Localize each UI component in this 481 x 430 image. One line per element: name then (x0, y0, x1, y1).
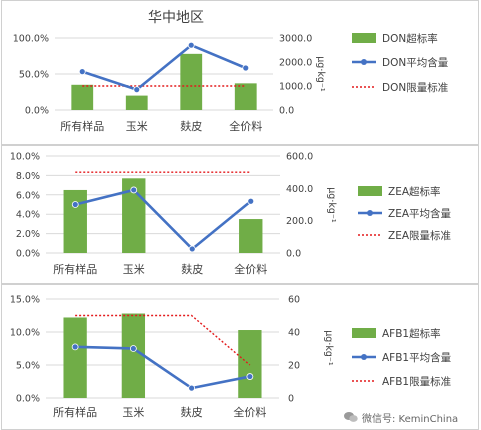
zea-average-line (74, 188, 252, 251)
don-right-axis-unit: μg·kg⁻¹ (315, 56, 326, 92)
wechat-icon (344, 411, 358, 423)
zea-left-tick-label: 2.0% (16, 229, 40, 240)
zea-left-tick-label: 4.0% (16, 210, 40, 221)
afb1-legend-label-bar: AFB1超标率 (382, 327, 441, 340)
don-right-tick-label: 2000.0 (279, 58, 312, 69)
afb1-average-point (129, 345, 137, 352)
don-bar (71, 84, 94, 110)
don-chart-title: 华中地区 (148, 10, 204, 26)
zea-category-label: 麸皮 (181, 263, 203, 276)
zea-right-axis-unit: μg·kg⁻¹ (326, 187, 337, 223)
afb1-average-point (246, 373, 254, 380)
zea-average-point (188, 245, 196, 253)
zea-average-point (130, 186, 138, 194)
don-average-point (242, 64, 250, 72)
don-right-tick-label: 0.0 (279, 106, 294, 117)
afb1-left-tick-label: 0.0% (16, 394, 40, 405)
don-bar (180, 53, 203, 110)
zea-bar (239, 219, 263, 253)
afb1-legend-swatch-marker (361, 354, 367, 360)
zea-panel-frame (1, 145, 479, 284)
don-average-point (133, 86, 141, 93)
don-left-tick-label: 50.0% (19, 70, 49, 81)
don-category-label: 玉米 (126, 120, 148, 133)
don-category-label: 所有样品 (60, 119, 104, 133)
afb1-category-label: 全价料 (233, 405, 266, 419)
don-average-point (78, 68, 86, 75)
watermark-text: 微信号: KeminChina (362, 413, 459, 425)
watermark: 微信号: KeminChina (344, 408, 458, 426)
zea-right-tick-label: 400.0 (286, 184, 313, 195)
zea-legend-label-limit: ZEA限量标准 (388, 230, 451, 242)
zea-right-tick-label: 0.0 (286, 249, 301, 260)
don-average-point (187, 41, 195, 49)
zea-legend-label-line: ZEA平均含量 (388, 207, 452, 220)
don-average-line (81, 43, 247, 91)
zea-category-label: 所有样品 (53, 262, 97, 276)
zea-legend-label-bar: ZEA超标率 (388, 185, 441, 198)
afb1-bar (63, 317, 87, 398)
don-right-tick-label: 1000.0 (279, 82, 312, 93)
afb1-average-point (71, 343, 79, 351)
don-right-tick-label: 3000.0 (279, 34, 312, 45)
afb1-bar (121, 313, 146, 398)
afb1-category-label: 玉米 (122, 406, 144, 419)
afb1-bar (238, 330, 262, 398)
zea-left-tick-label: 8.0% (16, 171, 40, 182)
zea-average-point (247, 197, 255, 205)
afb1-left-tick-label: 15.0% (10, 295, 40, 306)
zea-legend-swatch-bar (358, 186, 382, 196)
zea-category-label: 全价料 (234, 262, 267, 276)
don-bar (125, 95, 148, 110)
afb1-right-axis-unit: μg·kg⁻¹ (323, 330, 334, 366)
don-category-label: 麸皮 (180, 120, 202, 133)
zea-category-label: 玉米 (123, 263, 145, 276)
don-legend-label-line: DON平均含量 (382, 56, 449, 69)
afb1-legend-label-line: AFB1平均含量 (382, 351, 452, 364)
don-legend-label-bar: DON超标率 (382, 32, 438, 45)
don-panel-frame (1, 0, 479, 145)
don-bar (234, 83, 257, 110)
afb1-legend-swatch-bar (352, 328, 376, 338)
afb1-right-tick-label: 20 (288, 361, 300, 372)
afb1-right-tick-label: 40 (288, 328, 300, 339)
zea-left-tick-label: 10.0% (10, 152, 40, 163)
zea-average-point (71, 201, 79, 208)
don-left-tick-label: 0.0% (25, 106, 49, 117)
zea-left-tick-label: 6.0% (16, 190, 40, 201)
afb1-category-label: 所有样品 (53, 405, 97, 419)
afb1-left-tick-label: 5.0% (16, 361, 40, 372)
zea-right-tick-label: 600.0 (286, 152, 313, 163)
afb1-average-point (188, 384, 196, 392)
afb1-right-tick-label: 60 (288, 295, 300, 306)
zea-right-tick-label: 200.0 (286, 216, 313, 227)
don-legend-swatch-bar (352, 33, 376, 43)
zea-left-tick-label: 0.0% (16, 249, 40, 260)
afb1-limit-line (75, 314, 251, 366)
zea-legend-swatch-marker (367, 210, 373, 216)
afb1-right-tick-label: 0 (288, 394, 294, 405)
afb1-legend-label-limit: AFB1限量标准 (382, 376, 451, 388)
don-legend-swatch-marker (361, 59, 367, 65)
zea-bar (63, 189, 87, 253)
don-legend-label-limit: DON限量标准 (382, 82, 448, 94)
afb1-left-tick-label: 10.0% (10, 328, 40, 339)
afb1-average-line (75, 345, 251, 390)
afb1-category-label: 麸皮 (181, 406, 203, 419)
don-left-tick-label: 100.0% (13, 34, 49, 45)
don-category-label: 全价料 (229, 119, 262, 133)
